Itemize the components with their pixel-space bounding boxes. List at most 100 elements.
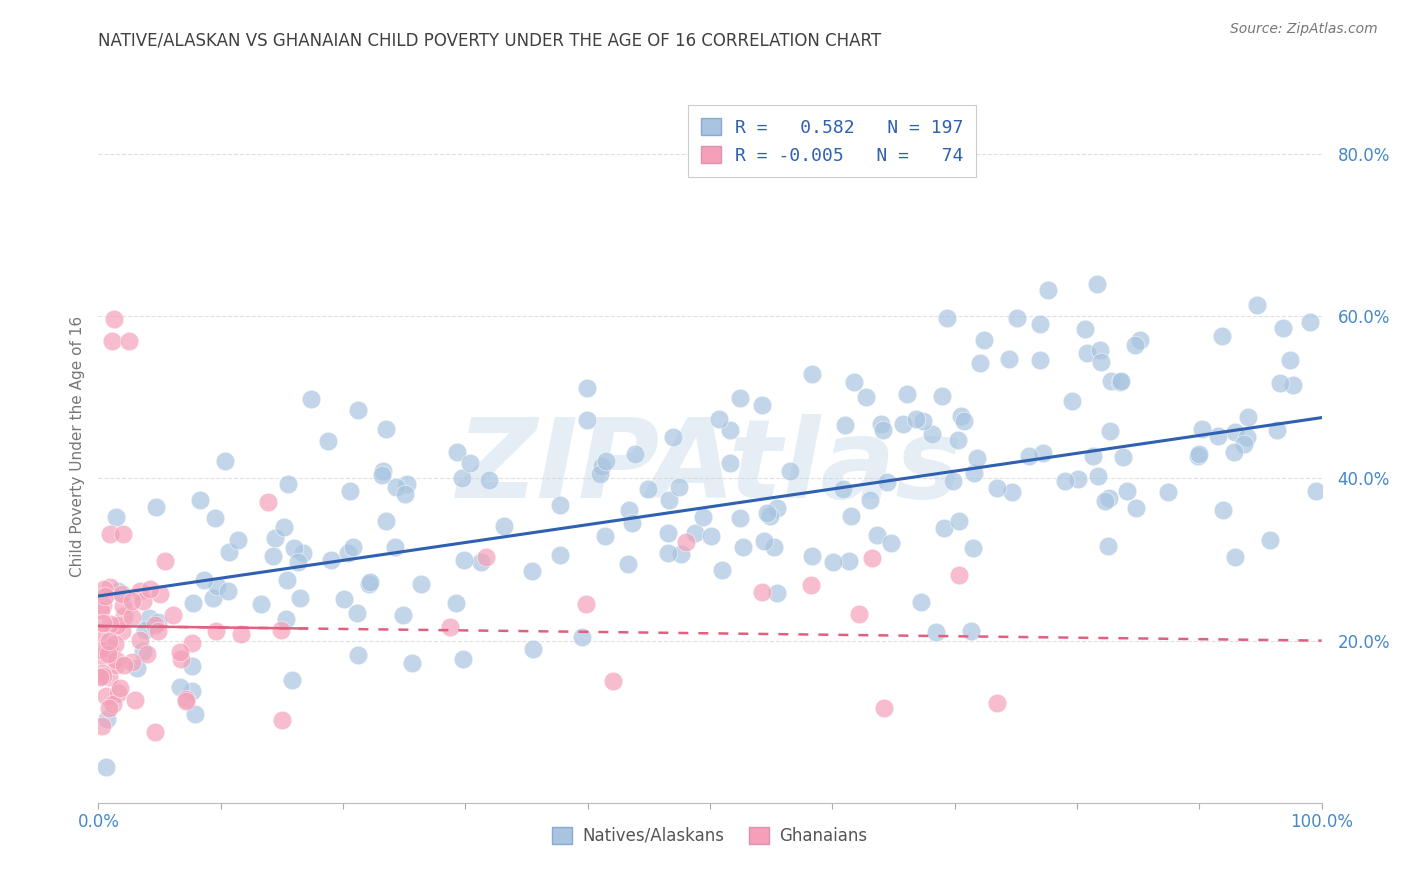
Point [270, 714, 292, 728]
Point [384, 540, 406, 554]
Point [184, 707, 207, 722]
Point [1188, 447, 1211, 461]
Point [214, 454, 236, 468]
Point [458, 456, 481, 470]
Point [129, 633, 152, 648]
Point [90, 648, 112, 663]
Point [91, 719, 114, 733]
Point [948, 568, 970, 582]
Point [453, 652, 475, 666]
Point [1271, 320, 1294, 334]
Point [1233, 436, 1256, 450]
Point [98, 670, 121, 684]
Point [96, 712, 118, 726]
Point [571, 631, 593, 645]
Point [1191, 422, 1213, 436]
Point [1029, 317, 1052, 331]
Point [1090, 354, 1112, 368]
Point [931, 389, 953, 403]
Point [936, 311, 959, 326]
Point [589, 467, 612, 482]
Point [1111, 374, 1133, 388]
Point [602, 674, 624, 689]
Point [193, 573, 215, 587]
Point [891, 417, 914, 432]
Point [759, 509, 782, 524]
Point [218, 545, 240, 559]
Point [181, 684, 204, 698]
Point [671, 547, 693, 561]
Point [576, 381, 599, 395]
Point [848, 607, 870, 621]
Point [692, 509, 714, 524]
Point [138, 611, 160, 625]
Point [699, 528, 721, 542]
Point [1097, 539, 1119, 553]
Point [145, 500, 167, 515]
Point [657, 526, 679, 541]
Point [392, 608, 415, 623]
Point [121, 655, 143, 669]
Point [755, 506, 778, 520]
Point [710, 563, 733, 577]
Point [766, 586, 789, 600]
Point [1085, 277, 1108, 291]
Point [1099, 374, 1122, 388]
Point [1282, 378, 1305, 392]
Point [201, 591, 224, 606]
Point [925, 625, 948, 640]
Point [619, 503, 641, 517]
Point [373, 465, 395, 479]
Point [263, 531, 285, 545]
Point [277, 477, 299, 491]
Point [105, 617, 128, 632]
Point [112, 657, 135, 672]
Point [998, 351, 1021, 366]
Point [181, 659, 204, 673]
Point [104, 637, 127, 651]
Point [401, 656, 423, 670]
Point [136, 647, 159, 661]
Point [103, 697, 125, 711]
Point [319, 553, 342, 567]
Point [1305, 484, 1327, 499]
Point [257, 495, 280, 509]
Point [966, 450, 988, 465]
Point [844, 375, 866, 389]
Point [591, 458, 613, 473]
Point [942, 474, 965, 488]
Point [97, 641, 120, 656]
Point [1223, 550, 1246, 565]
Point [299, 392, 322, 406]
Point [1087, 469, 1109, 483]
Point [668, 480, 690, 494]
Point [111, 599, 134, 614]
Point [162, 608, 184, 623]
Point [1074, 322, 1097, 336]
Point [1187, 450, 1209, 464]
Point [226, 533, 249, 547]
Point [411, 577, 433, 591]
Point [169, 681, 191, 695]
Point [169, 645, 191, 659]
Point [754, 533, 776, 548]
Point [880, 536, 903, 550]
Point [730, 391, 752, 405]
Point [89, 669, 111, 683]
Point [188, 493, 211, 508]
Point [470, 555, 492, 569]
Point [932, 521, 955, 535]
Point [1116, 483, 1139, 498]
Point [1112, 450, 1135, 464]
Point [963, 466, 986, 480]
Point [129, 583, 152, 598]
Point [93, 582, 115, 596]
Point [1123, 338, 1146, 352]
Point [1094, 493, 1116, 508]
Point [1108, 375, 1130, 389]
Point [1129, 334, 1152, 348]
Point [973, 333, 995, 347]
Point [522, 564, 544, 578]
Point [1125, 501, 1147, 516]
Point [1054, 475, 1077, 489]
